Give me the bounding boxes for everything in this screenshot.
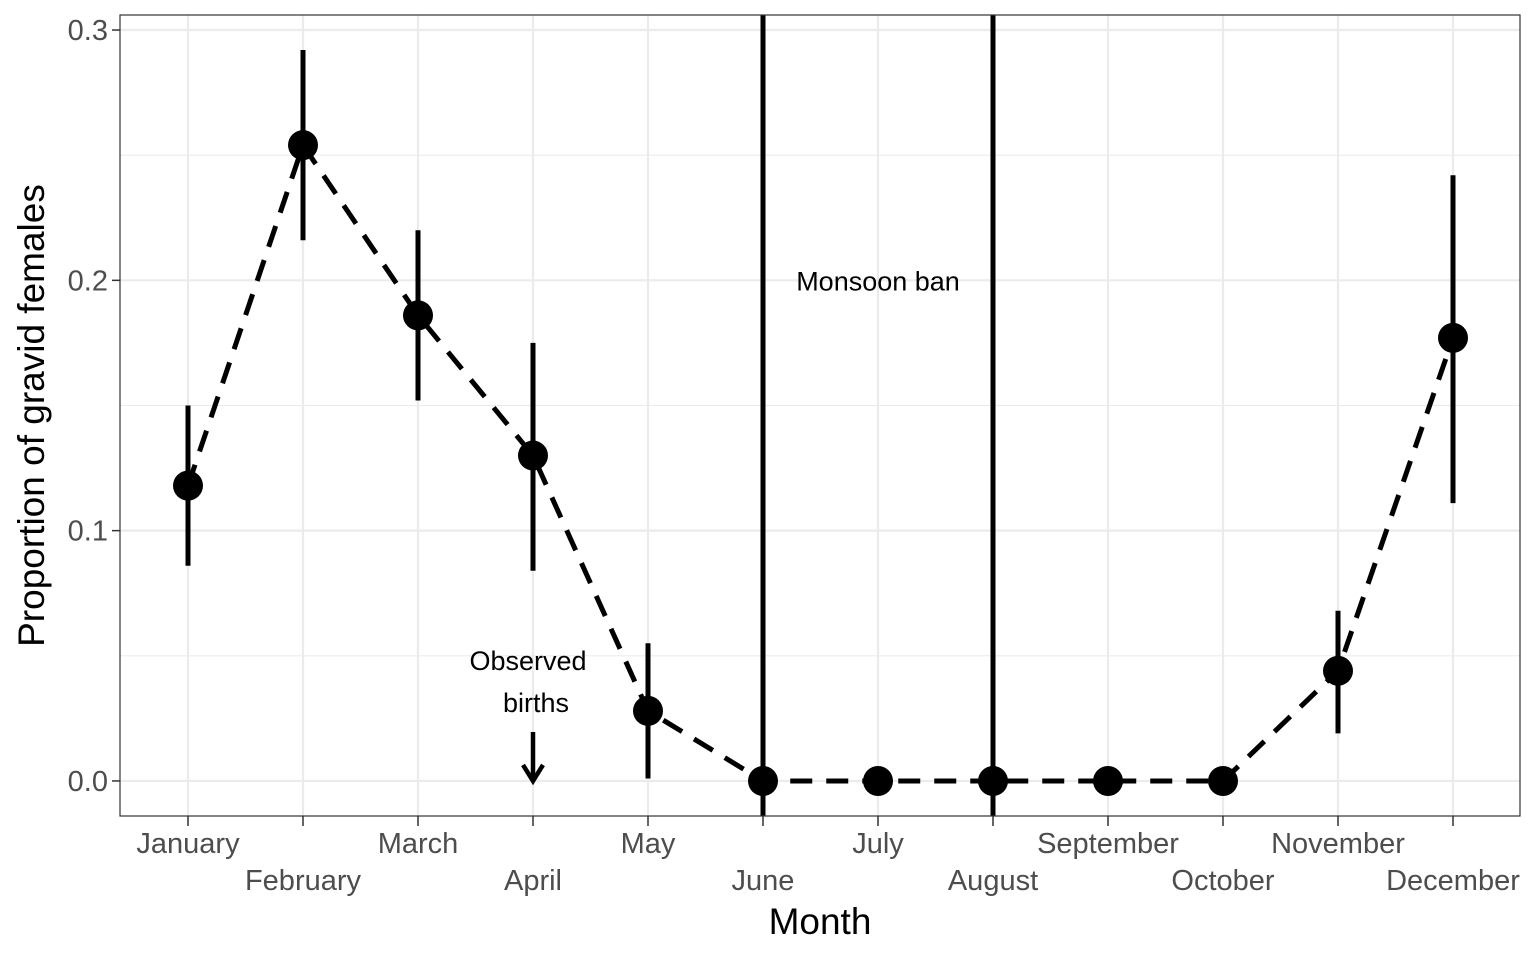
- x-tick-label-july: July: [852, 828, 904, 860]
- y-axis: 0.0 0.1 0.2 0.3: [68, 15, 120, 798]
- x-tick-label-november: November: [1271, 828, 1405, 860]
- data-point-october: [1208, 765, 1238, 796]
- y-tick-label: 0.2: [68, 265, 108, 297]
- x-tick-label-june: June: [732, 865, 795, 897]
- series-layer: [173, 50, 1468, 796]
- x-tick-label-september: September: [1037, 828, 1179, 860]
- arrow-head: [521, 763, 545, 786]
- data-point-september: [1093, 765, 1123, 796]
- data-point-may: [633, 695, 663, 726]
- observed-births-annotation-line-1: Observed: [469, 646, 586, 676]
- data-point-july: [863, 765, 893, 796]
- data-point-february: [288, 130, 318, 161]
- observed-births-annotation-line-2: births: [503, 688, 569, 718]
- x-tick-label-february: February: [245, 865, 362, 897]
- y-tick-label: 0.3: [68, 15, 108, 47]
- y-tick-label: 0.1: [68, 516, 108, 548]
- data-point-january: [173, 470, 203, 501]
- data-point-december: [1438, 322, 1468, 353]
- y-tick-label: 0.0: [68, 766, 108, 798]
- x-tick-label-january: January: [136, 828, 240, 860]
- data-point-april: [518, 440, 548, 471]
- x-tick-label-august: August: [948, 865, 1038, 897]
- observed-births-arrow: [521, 732, 545, 786]
- x-tick-label-march: March: [378, 828, 459, 860]
- annotations-layer: Monsoon ban Observed births: [469, 266, 960, 786]
- monsoon-ban-annotation: Monsoon ban: [796, 266, 960, 296]
- data-point-november: [1323, 655, 1353, 686]
- panel-border: [119, 14, 1521, 817]
- x-tick-label-may: May: [621, 828, 676, 860]
- monsoon-ban-lines: [760, 15, 996, 816]
- y-axis-title: Proportion of gravid females: [11, 184, 52, 647]
- x-tick-label-april: April: [504, 865, 562, 897]
- data-point-march: [403, 300, 433, 331]
- data-point-august: [978, 765, 1008, 796]
- data-point-june: [748, 765, 778, 796]
- x-axis-title: Month: [769, 901, 872, 942]
- x-tick-label-december: December: [1386, 865, 1520, 897]
- x-tick-label-october: October: [1171, 865, 1274, 897]
